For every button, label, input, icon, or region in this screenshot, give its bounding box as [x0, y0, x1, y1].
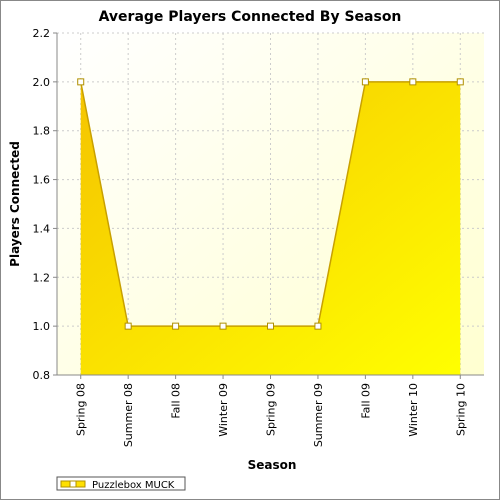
point — [219, 322, 227, 330]
y-tick-label: 2.2 — [33, 27, 51, 40]
x-tick-label: Fall 09 — [359, 383, 372, 419]
x-tick-label: Winter 10 — [407, 383, 420, 437]
legend-label: Puzzlebox MUCK — [92, 480, 175, 491]
plot: 0.8 1.0 1.2 1.4 1.6 1.8 2.0 2.2 Spring 08 Summer … — [33, 27, 484, 491]
point — [172, 322, 180, 330]
x-tick-label: Winter 09 — [217, 383, 230, 437]
point — [77, 78, 85, 86]
y-tick-label: 1.2 — [33, 271, 51, 284]
y-tick-label: 1.6 — [33, 174, 51, 187]
area — [80, 81, 461, 375]
point — [409, 78, 417, 86]
point — [314, 322, 322, 330]
y-tick-label: 0.8 — [33, 369, 51, 382]
point — [456, 78, 464, 86]
y-tick-label: 1.8 — [33, 125, 51, 138]
legend-box — [56, 476, 186, 491]
point — [124, 322, 132, 330]
point — [267, 322, 274, 330]
y-tick-label: 2.0 — [33, 76, 51, 89]
x-tick-label: Fall 08 — [170, 383, 183, 419]
y-tick-label: 1.0 — [33, 320, 51, 333]
chart-title: Average Players Connected By Season — [99, 9, 402, 25]
x-tick-label: Spring 08 — [75, 383, 88, 436]
x-tick-label: Summer 09 — [312, 383, 325, 447]
x-axis-title: Season — [248, 458, 297, 472]
y-axis-title: Players Connected — [8, 141, 22, 267]
y-tick-label: 1.4 — [33, 222, 51, 235]
x-tick-label: Spring 09 — [265, 383, 278, 436]
x-tick-label: Spring 10 — [454, 383, 467, 436]
x-tick-label: Summer 08 — [122, 383, 135, 447]
point — [361, 78, 369, 86]
legend-marker — [69, 480, 77, 488]
